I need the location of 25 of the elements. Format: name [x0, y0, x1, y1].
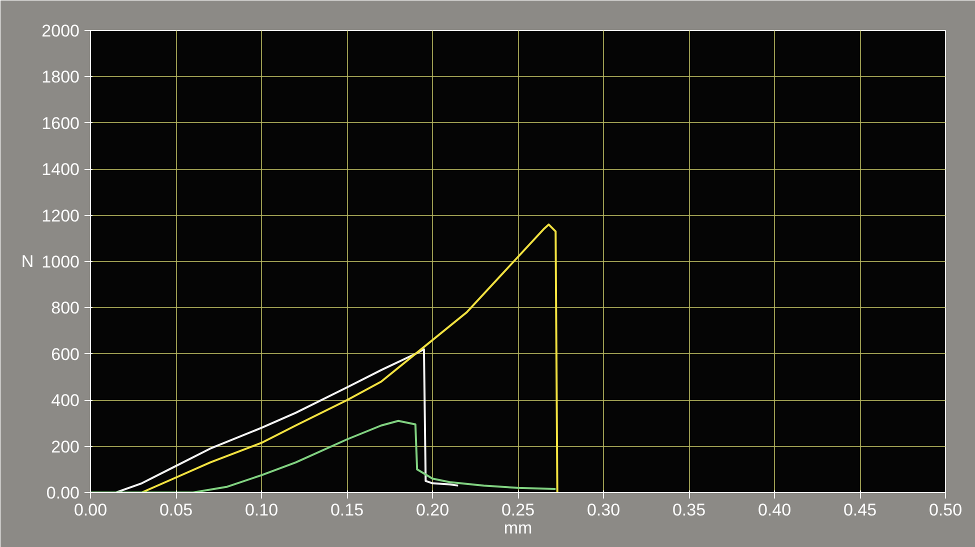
- y-tick-label: 1200: [42, 206, 80, 226]
- y-tick-label: 600: [51, 344, 80, 364]
- x-tick-label: 0.00: [74, 500, 108, 520]
- line-series: [90, 420, 557, 492]
- y-tick-label: 1600: [42, 114, 80, 133]
- x-tick-label: 0.40: [758, 500, 792, 520]
- y-tick-label: 200: [51, 437, 80, 456]
- y-tick-label: 1800: [42, 68, 80, 87]
- x-tick-label: 0.15: [330, 500, 364, 520]
- y-tick-label: 1400: [42, 160, 80, 180]
- x-axis-title: mm: [504, 518, 532, 538]
- x-tick-label: 0.20: [416, 500, 450, 520]
- x-tick-label: 0.05: [159, 500, 193, 520]
- x-tick-label: 0.50: [928, 500, 962, 520]
- y-tick-label: 1000: [42, 252, 80, 272]
- y-tick-label: 2000: [42, 22, 80, 40]
- y-tick-label: 0.00: [46, 484, 80, 502]
- y-tick-label: 800: [51, 298, 80, 318]
- x-tick-label: 0.25: [501, 500, 535, 520]
- y-tick-label: 400: [51, 391, 80, 410]
- x-tick-label: 0.35: [672, 500, 706, 520]
- x-tick-label: 0.30: [586, 500, 620, 520]
- x-tick-label: 0.45: [843, 500, 877, 520]
- x-tick-label: 0.10: [244, 500, 278, 520]
- y-axis-title: N: [21, 252, 34, 271]
